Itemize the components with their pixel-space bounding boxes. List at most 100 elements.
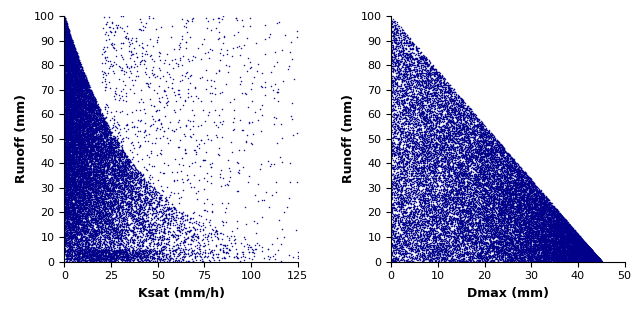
Point: [484, 190, 494, 195]
Point: [521, 230, 531, 235]
Point: [536, 218, 546, 223]
Point: [129, 46, 139, 51]
Point: [392, 96, 402, 101]
Point: [106, 211, 117, 216]
Point: [564, 248, 574, 253]
Point: [570, 258, 580, 263]
Point: [478, 176, 489, 182]
Point: [521, 204, 531, 209]
Point: [75, 99, 85, 104]
Point: [155, 241, 166, 246]
Point: [118, 162, 128, 167]
Point: [522, 237, 533, 242]
Point: [451, 244, 461, 249]
Point: [526, 193, 536, 198]
Point: [64, 130, 75, 135]
Point: [497, 246, 507, 251]
Point: [423, 91, 433, 96]
Point: [98, 158, 108, 163]
Point: [495, 182, 505, 187]
Point: [513, 178, 524, 183]
Point: [474, 185, 484, 190]
Point: [393, 25, 404, 30]
Point: [475, 124, 486, 129]
Point: [399, 106, 410, 111]
Point: [82, 188, 92, 193]
Point: [118, 28, 129, 33]
Point: [62, 98, 72, 103]
Point: [79, 100, 89, 106]
Point: [82, 128, 92, 133]
Point: [475, 256, 486, 261]
Point: [167, 169, 177, 174]
Point: [397, 59, 407, 64]
Point: [455, 170, 465, 175]
Point: [71, 103, 81, 108]
Point: [118, 153, 129, 159]
Point: [88, 256, 99, 261]
Point: [416, 155, 426, 160]
Point: [419, 253, 429, 258]
Point: [110, 183, 120, 189]
Point: [578, 255, 588, 260]
Point: [515, 171, 525, 176]
Point: [102, 157, 112, 162]
Point: [62, 211, 72, 217]
Point: [61, 22, 71, 27]
Point: [440, 239, 451, 244]
Point: [439, 255, 449, 260]
Point: [482, 151, 492, 156]
Point: [421, 239, 431, 244]
Point: [84, 183, 94, 188]
Point: [405, 181, 415, 186]
Point: [60, 63, 70, 68]
Point: [75, 160, 86, 166]
Point: [506, 180, 516, 185]
Point: [82, 137, 93, 142]
Point: [473, 215, 483, 220]
Point: [496, 189, 506, 194]
Point: [448, 146, 458, 152]
Point: [111, 238, 121, 243]
Point: [155, 218, 165, 223]
Point: [507, 258, 518, 263]
Point: [505, 206, 515, 211]
Point: [70, 247, 80, 252]
Point: [79, 202, 89, 207]
Point: [63, 121, 73, 126]
Point: [529, 200, 539, 205]
Point: [79, 117, 90, 122]
Point: [70, 198, 80, 204]
Point: [422, 240, 432, 245]
Point: [482, 141, 493, 146]
Point: [112, 205, 122, 211]
Point: [61, 104, 71, 109]
Point: [71, 124, 82, 130]
Point: [66, 161, 77, 166]
Point: [401, 239, 412, 244]
Point: [421, 205, 431, 210]
Point: [90, 247, 100, 252]
Point: [138, 224, 149, 229]
Point: [394, 179, 404, 184]
Point: [408, 87, 419, 92]
Point: [500, 203, 510, 208]
Point: [485, 219, 495, 224]
Point: [100, 241, 111, 247]
Point: [493, 171, 503, 176]
Point: [455, 222, 465, 227]
Point: [398, 256, 408, 262]
Point: [467, 187, 477, 192]
Point: [431, 150, 441, 155]
Point: [410, 161, 420, 166]
Point: [508, 205, 518, 210]
Point: [551, 223, 562, 228]
Point: [388, 42, 399, 48]
Point: [64, 139, 75, 145]
Point: [412, 191, 422, 196]
Point: [508, 218, 518, 223]
Point: [118, 217, 128, 222]
Point: [71, 139, 81, 144]
Point: [525, 250, 535, 255]
Point: [567, 251, 577, 256]
